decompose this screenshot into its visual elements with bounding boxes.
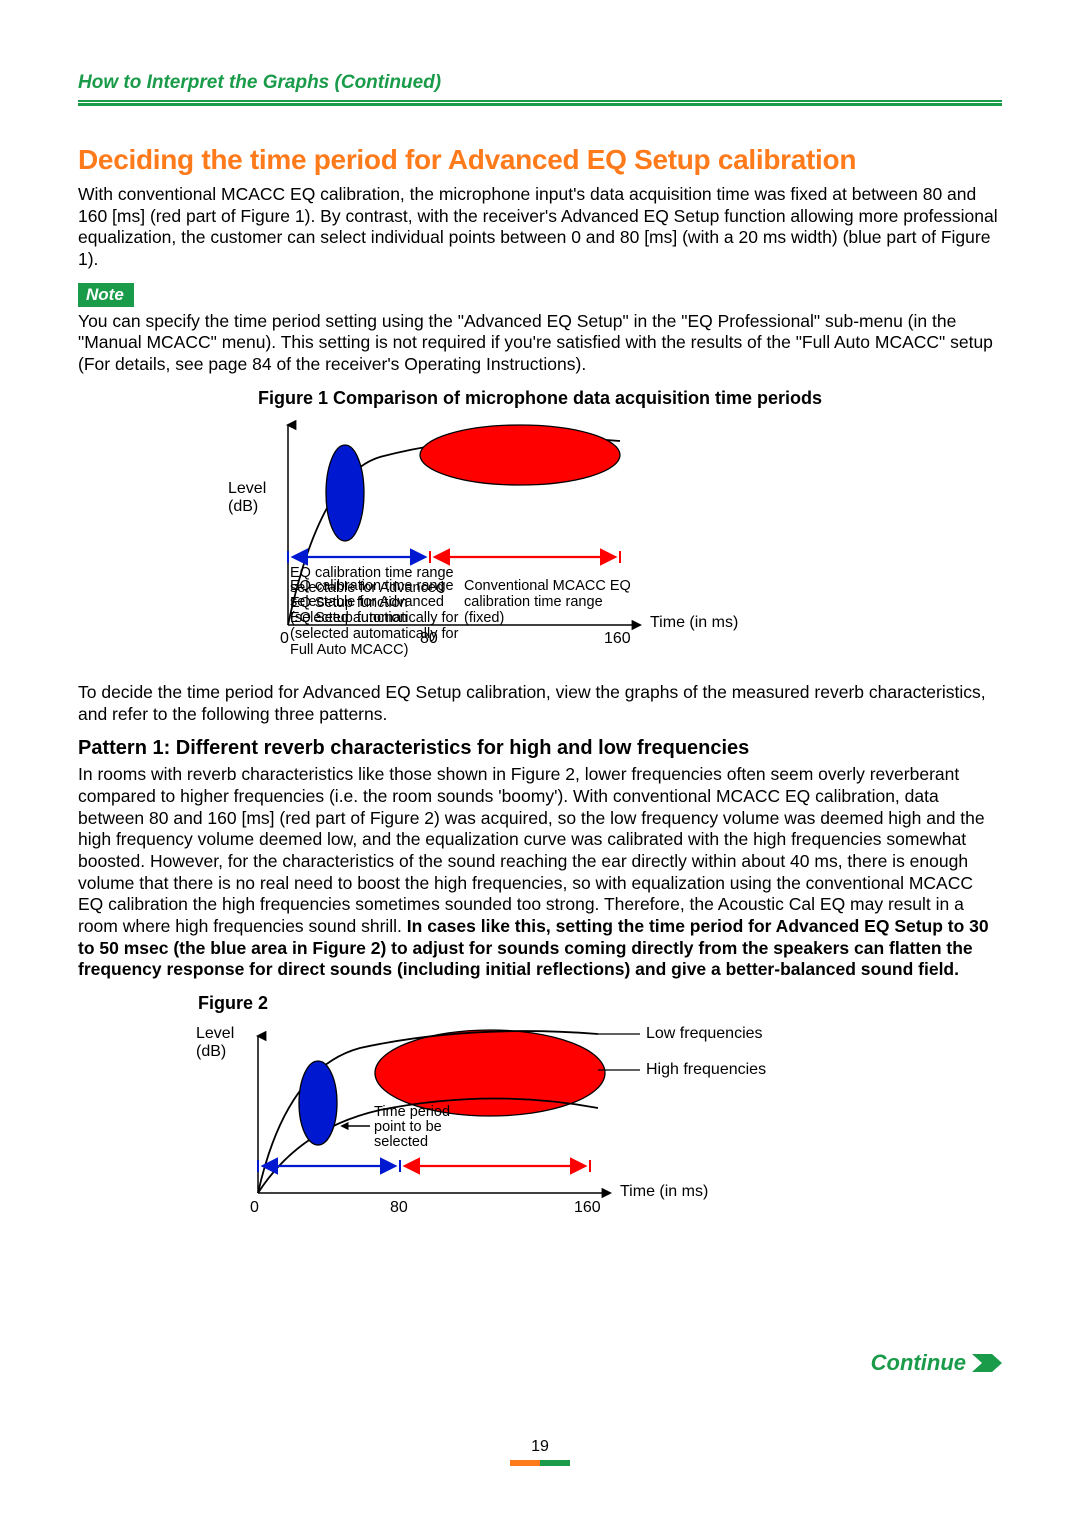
note-text: You can specify the time period setting … (78, 311, 1002, 376)
note-badge: Note (78, 283, 134, 307)
svg-text:point to be: point to be (374, 1119, 442, 1135)
svg-text:Time period: Time period (374, 1104, 450, 1120)
low-freq-label: Low frequencies (646, 1025, 763, 1042)
continue-arrow-icon (972, 1354, 1002, 1372)
figure1-chart: Level (dB) Time (in ms) 0 80 160 EQ cali… (78, 415, 1002, 670)
svg-text:Time (in ms): Time (in ms) (620, 1183, 708, 1200)
x-axis-label: Time (in ms) (650, 614, 738, 631)
svg-text:80: 80 (420, 630, 438, 647)
svg-text:160: 160 (574, 1199, 601, 1216)
pattern1-heading: Pattern 1: Different reverb characterist… (78, 737, 1002, 760)
svg-text:Level: Level (196, 1025, 234, 1042)
page-number: 19 (510, 1438, 570, 1466)
svg-text:80: 80 (390, 1199, 408, 1216)
figure1-title: Figure 1 Comparison of microphone data a… (78, 388, 1002, 409)
svg-text:(dB): (dB) (196, 1043, 226, 1060)
continue-link[interactable]: Continue (871, 1350, 1002, 1376)
header-rule (78, 100, 1002, 106)
svg-text:selected: selected (374, 1134, 428, 1150)
svg-text:0: 0 (250, 1199, 259, 1216)
mid-paragraph: To decide the time period for Advanced E… (78, 682, 1002, 725)
svg-text:EQ Setup function: EQ Setup function (290, 595, 408, 611)
section-header: How to Interpret the Graphs (Continued) (78, 72, 1002, 94)
svg-text:0: 0 (280, 630, 289, 647)
y-axis-label: Level (228, 480, 266, 497)
figure2-chart: Level (dB) Time (in ms) 0 80 160 Low fre… (78, 1018, 1002, 1228)
page-underline-icon (510, 1460, 570, 1466)
high-freq-label: High frequencies (646, 1061, 766, 1078)
intro-paragraph: With conventional MCACC EQ calibration, … (78, 184, 1002, 271)
svg-text:160: 160 (604, 630, 631, 647)
svg-text:(dB): (dB) (228, 498, 258, 515)
pattern1-text: In rooms with reverb characteristics lik… (78, 764, 1002, 981)
main-heading: Deciding the time period for Advanced EQ… (78, 144, 1002, 176)
svg-text:selectable for Advanced: selectable for Advanced (290, 580, 444, 596)
svg-text:EQ calibration time range: EQ calibration time range (290, 565, 454, 581)
svg-text:(selected automatically for: (selected automatically for (290, 610, 459, 626)
figure2-title: Figure 2 (198, 993, 1002, 1014)
